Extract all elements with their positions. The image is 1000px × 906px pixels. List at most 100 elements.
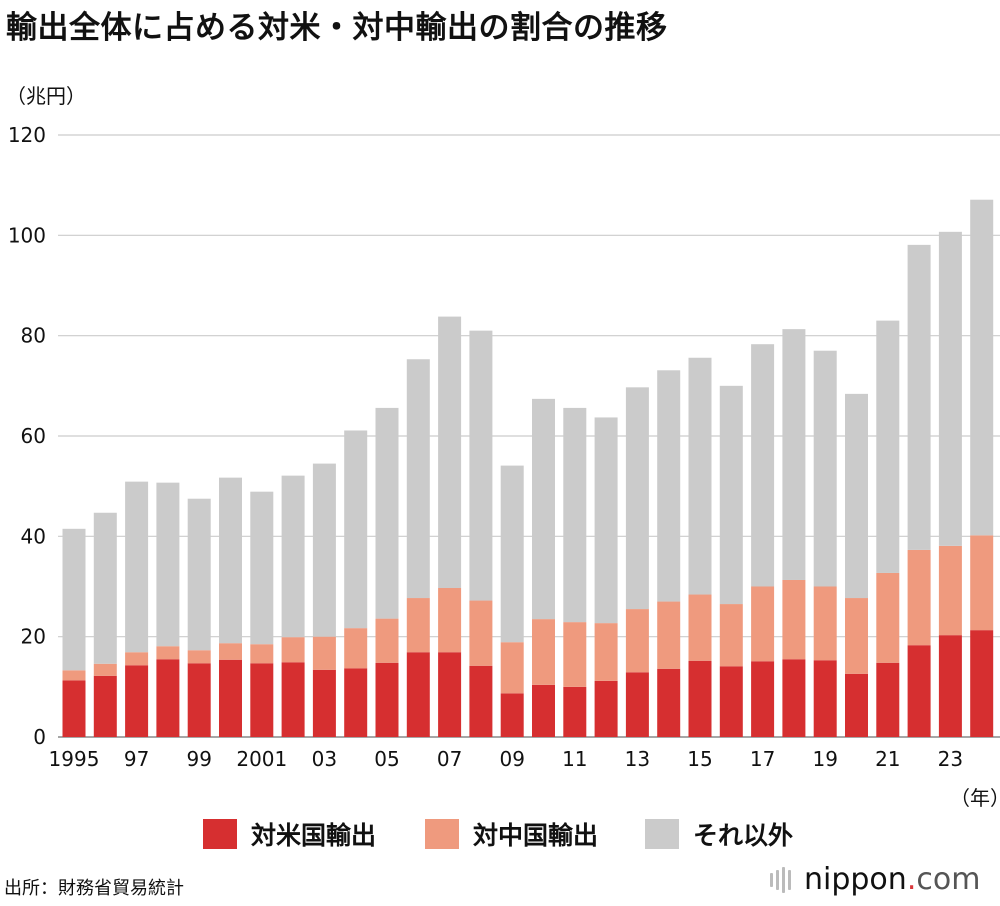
source-note: 出所：財務省貿易統計 (4, 878, 184, 899)
x-axis-unit-label: （年） (950, 786, 1000, 810)
bar-segment-china (406, 598, 430, 653)
bar-segment-other (688, 357, 712, 595)
bar-segment-us (782, 659, 806, 737)
x-tick-label: 11 (562, 747, 587, 771)
bar-segment-us (281, 662, 305, 737)
bar-segment-us (657, 668, 681, 737)
bar-segment-china (782, 579, 806, 660)
y-tick-label: 80 (21, 324, 46, 348)
bar-segment-other (438, 316, 462, 589)
legend-item-us: 対米国輸出 (203, 816, 376, 852)
bar-segment-china (500, 642, 524, 694)
x-tick-label: 21 (875, 747, 900, 771)
bar-segment-us (156, 659, 180, 737)
brand-logo: nippon.com (770, 862, 980, 897)
bar-segment-china (876, 572, 900, 663)
bar-segment-china (281, 637, 305, 663)
bar-segment-other (156, 482, 180, 647)
bar-segment-other (563, 407, 587, 623)
bar-segment-china (438, 588, 462, 653)
brand-bars-icon (770, 866, 794, 893)
bar-segment-other (500, 465, 524, 643)
x-tick-label: 03 (312, 747, 337, 771)
bar-segment-us (469, 665, 493, 737)
bar-segment-us (688, 660, 712, 737)
bar-segment-us (532, 684, 555, 737)
bar-segment-china (657, 601, 681, 669)
bar-segment-china (688, 594, 712, 661)
bar-segment-other (406, 359, 430, 599)
legend-label-us: 対米国輸出 (251, 821, 377, 850)
bar-segment-us (563, 686, 587, 737)
bar-segment-other (125, 481, 149, 653)
bar-segment-other (657, 370, 681, 602)
y-tick-label: 20 (21, 625, 46, 649)
bar-segment-other (876, 320, 900, 573)
bar-segment-other (813, 350, 837, 587)
bar-segment-other (970, 199, 994, 536)
bar-segment-other (344, 430, 368, 629)
bar-segment-us (594, 680, 618, 737)
legend-item-other: それ以外 (645, 816, 793, 852)
bar-segment-china (907, 549, 931, 646)
bar-segment-china (594, 623, 618, 681)
legend-label-other: それ以外 (693, 821, 794, 850)
bar-segment-china (532, 619, 555, 685)
bar-segment-china (938, 545, 962, 636)
bar-segment-us (907, 645, 931, 737)
bar-segment-other (187, 498, 211, 651)
y-tick-label: 40 (21, 524, 46, 548)
bar-segment-china (845, 598, 868, 674)
bar-segment-us (938, 635, 962, 737)
bar-segment-china (219, 643, 242, 660)
bar-segment-other (594, 417, 618, 624)
x-tick-label: 07 (437, 747, 462, 771)
bar-segment-us (845, 673, 868, 737)
bar-segment-us (187, 663, 211, 737)
bar-segment-china (344, 628, 368, 669)
x-tick-label: 15 (687, 747, 712, 771)
bar-segment-other (250, 491, 274, 645)
legend-swatch-china (425, 819, 459, 849)
page-title: 輸出全体に占める対米・対中輸出の割合の推移 (6, 10, 668, 46)
y-tick-label: 60 (21, 424, 46, 448)
bar-segment-china (156, 646, 180, 660)
y-axis-unit-label: （兆円） (6, 84, 86, 108)
brand-name: nippon.com (804, 862, 981, 897)
legend-swatch-other (645, 819, 679, 849)
bar-segment-other (281, 475, 305, 638)
bar-segment-us (375, 662, 399, 737)
bar-segment-other (532, 398, 555, 620)
x-tick-label: 19 (812, 747, 837, 771)
bar-segment-china (312, 636, 336, 670)
x-tick-label: 09 (499, 747, 524, 771)
bar-segment-us (500, 693, 524, 737)
x-tick-label: 23 (938, 747, 963, 771)
bar-segment-other (219, 477, 242, 644)
y-tick-label: 100 (8, 223, 46, 247)
bar-segment-us (219, 659, 242, 737)
stacked-bar-chart: 0 20 40 60 80 100 120 1995 97 99 2001 03 05 07 09 11 13 1… (8, 123, 1000, 771)
x-tick-label: 13 (625, 747, 650, 771)
bar-segment-other (938, 231, 962, 546)
bar-segment-other (312, 463, 336, 637)
bar-segment-other (93, 512, 117, 664)
bar-segment-china (187, 650, 211, 664)
bar-segment-other (719, 385, 743, 605)
bar-segment-other (375, 407, 399, 619)
bar-segment-china (970, 535, 994, 631)
bar-segment-us (719, 666, 743, 737)
x-tick-label: 99 (186, 747, 211, 771)
bar-segment-us (970, 630, 994, 737)
bar-segment-us (813, 660, 837, 737)
bar-segment-us (125, 665, 149, 737)
bar-segment-china (375, 618, 399, 663)
bar-segment-us (250, 663, 274, 737)
bar-segment-other (782, 329, 806, 580)
bar-segment-other (469, 330, 493, 601)
bar-segment-other (845, 393, 868, 599)
x-tick-label: 97 (124, 747, 149, 771)
x-tick-label: 17 (750, 747, 775, 771)
legend-label-china: 対中国輸出 (473, 821, 599, 850)
bar-segment-us (876, 662, 900, 737)
